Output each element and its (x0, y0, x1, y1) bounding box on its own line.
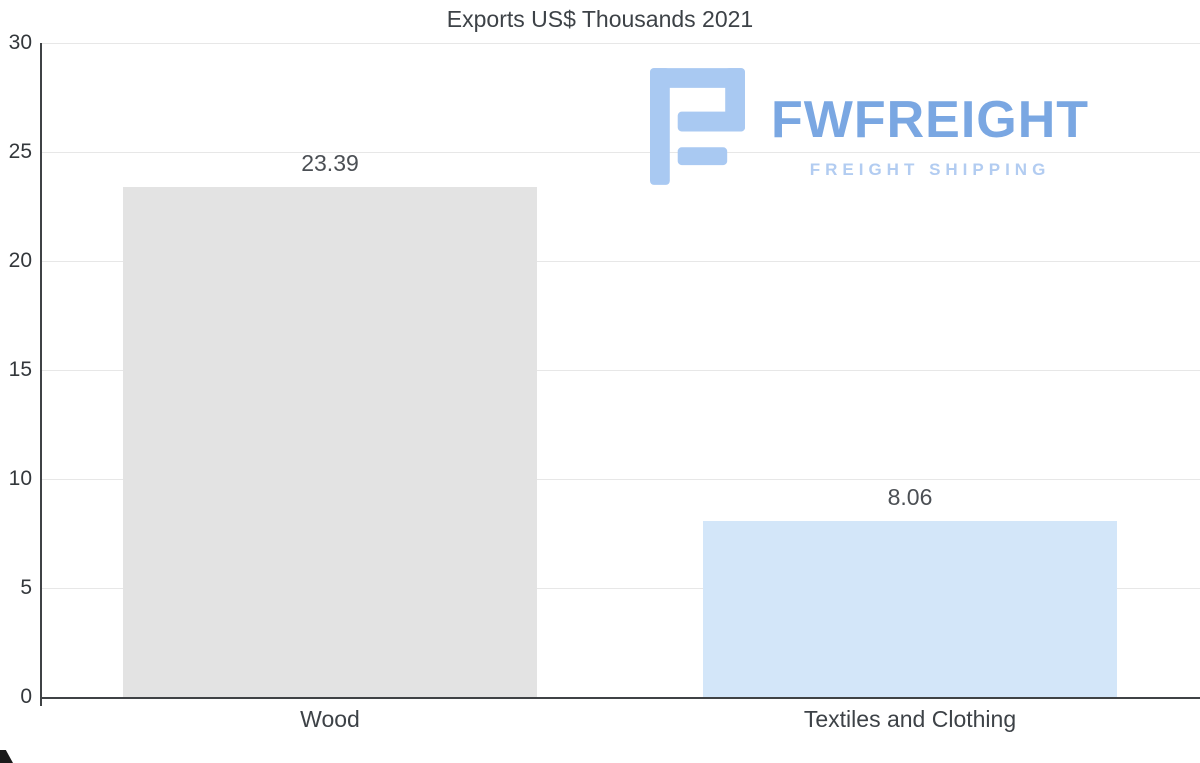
gridline (40, 479, 1200, 480)
y-tick-label: 0 (20, 685, 32, 708)
y-tick-label: 10 (8, 467, 32, 490)
plot-area: 23.39 8.06 (40, 43, 1200, 698)
bar-textiles-and-clothing (703, 521, 1117, 697)
gridline (40, 588, 1200, 589)
chart-title: Exports US$ Thousands 2021 (446, 6, 754, 32)
y-tick-label: 20 (8, 249, 32, 272)
brand-name: FWFREIGHT (771, 91, 1090, 149)
gridline (40, 43, 1200, 44)
bar-value-label: 8.06 (887, 484, 933, 511)
gridline (40, 152, 1200, 153)
y-tick-label: 5 (20, 576, 32, 599)
fwfreight-logo: FWFREIGHT FREIGHT SHIPPING (650, 68, 1089, 185)
gridline (40, 370, 1200, 371)
corner-mark (0, 750, 13, 763)
x-axis-label: Wood (300, 706, 360, 732)
y-axis-line (40, 43, 42, 699)
x-axis-line (40, 697, 1200, 699)
fwfreight-logo-icon (650, 68, 745, 185)
x-axis-label: Textiles and Clothing (803, 706, 1017, 732)
brand-tagline: FREIGHT SHIPPING (809, 160, 1051, 179)
gridline (40, 261, 1200, 262)
y-tick-label: 30 (8, 31, 32, 54)
logo-text: FWFREIGHT FREIGHT SHIPPING (771, 94, 1089, 180)
y-tick-label: 25 (8, 140, 32, 163)
zero-tick-mark (40, 699, 42, 706)
y-tick-label: 15 (8, 358, 32, 381)
bar-wood (123, 187, 537, 697)
bar-value-label: 23.39 (301, 150, 359, 177)
